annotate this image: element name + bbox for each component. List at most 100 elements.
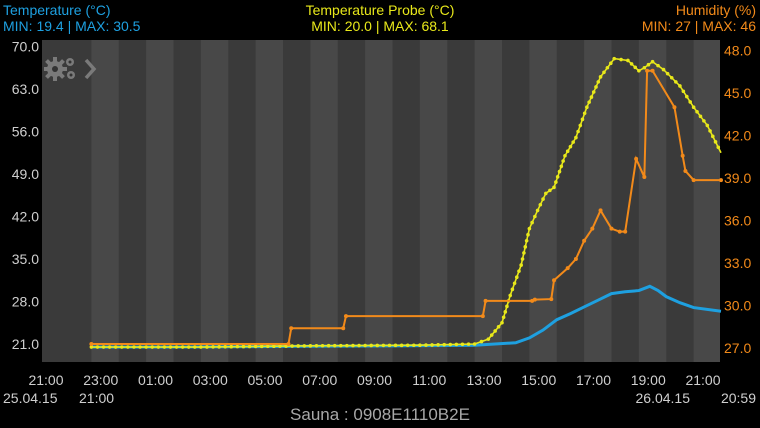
probe-point (554, 180, 558, 184)
right-tick-label: 42.0 (724, 128, 751, 144)
humidity-point (645, 68, 650, 73)
hour-band (310, 40, 338, 362)
probe-point (308, 344, 313, 348)
x-tick-label: 03:00 (193, 372, 228, 388)
humidity-line (91, 69, 721, 345)
probe-title: Temperature Probe (°C) (305, 2, 455, 18)
probe-point (357, 343, 361, 348)
hour-band (693, 40, 720, 362)
x-tick-label: 07:00 (302, 372, 337, 388)
probe-point (633, 65, 638, 70)
probe-point (375, 343, 380, 348)
probe-point (363, 343, 367, 348)
probe-point (517, 269, 521, 273)
probe-point (351, 343, 355, 348)
probe-point (150, 345, 155, 349)
probe-point (89, 345, 94, 349)
probe-point (168, 345, 173, 349)
x-tick-label: 17:00 (576, 372, 611, 388)
probe-point (661, 67, 666, 72)
humidity-point (565, 266, 570, 271)
hour-band (474, 40, 502, 362)
probe-point (681, 89, 686, 94)
probe-point (674, 80, 678, 84)
probe-point (430, 343, 434, 347)
x-tick-label: 11:00 (412, 372, 446, 388)
probe-point (405, 343, 410, 348)
probe-point (192, 345, 197, 349)
humidity-point (582, 238, 587, 243)
probe-point (338, 343, 343, 348)
probe-point (557, 169, 562, 174)
probe-point (486, 337, 491, 341)
temperature-minmax: MIN: 19.4 | MAX: 30.5 (3, 18, 141, 34)
humidity-point (609, 226, 614, 231)
probe-point (278, 344, 282, 348)
device-label: Sauna : 0908E1110B2E (290, 405, 470, 424)
probe-point (253, 344, 258, 349)
probe-point (642, 65, 647, 70)
settings-button[interactable] (43, 54, 104, 89)
probe-point (512, 281, 517, 286)
probe-point (235, 344, 240, 349)
probe-point (411, 343, 416, 348)
humidity-point (341, 326, 346, 331)
humidity-point (683, 168, 688, 173)
probe-point (552, 185, 556, 190)
probe-point (501, 315, 506, 320)
probe-point (524, 238, 529, 243)
probe-point (272, 344, 276, 349)
probe-point (669, 75, 674, 80)
x-tick-label: 09:00 (357, 372, 392, 388)
probe-point (144, 345, 148, 349)
probe-point (460, 342, 465, 347)
humidity-point (289, 326, 294, 331)
probe-point (369, 343, 374, 348)
probe-point (596, 80, 601, 84)
probe-point (612, 56, 617, 61)
hour-band (91, 40, 119, 362)
humidity-title: Humidity (%) (675, 2, 756, 18)
probe-point (591, 90, 596, 94)
probe-point (199, 345, 203, 349)
right-tick-label: 45.0 (724, 85, 751, 101)
right-tick-label: 36.0 (724, 213, 751, 229)
probe-point (544, 191, 548, 196)
probe-point (523, 245, 528, 249)
hour-band (146, 40, 174, 362)
probe-point (619, 57, 623, 62)
probe-point (393, 343, 398, 348)
probe-point (162, 345, 167, 349)
humidity-point (598, 208, 603, 213)
probe-point (646, 62, 651, 67)
humidity-point (719, 178, 723, 183)
left-tick-label: 56.0 (12, 124, 39, 140)
chevron-right-icon (84, 58, 97, 80)
x-tick-label: 21:00 (28, 372, 63, 388)
probe-point (107, 345, 112, 349)
probe-point (302, 344, 307, 348)
start-hour: 21:00 (79, 390, 115, 406)
probe-point (561, 159, 565, 163)
humidity-point (691, 178, 696, 183)
x-tick-label: 19:00 (631, 372, 666, 388)
probe-point (503, 310, 508, 314)
probe-point (505, 304, 509, 309)
probe-point (454, 342, 459, 347)
humidity-point (650, 68, 655, 73)
probe-point (332, 343, 337, 348)
probe-point (479, 339, 484, 344)
probe-point (247, 344, 252, 349)
probe-point (626, 58, 630, 63)
hour-band (584, 40, 612, 362)
probe-point (442, 342, 447, 347)
left-tick-label: 42.0 (12, 209, 39, 225)
probe-point (211, 345, 215, 349)
probe-point (688, 100, 693, 104)
humidity-point (549, 297, 554, 302)
probe-point (217, 345, 221, 349)
probe-point (500, 320, 504, 325)
probe-minmax: MIN: 20.0 | MAX: 68.1 (311, 18, 449, 34)
probe-point (702, 119, 706, 123)
